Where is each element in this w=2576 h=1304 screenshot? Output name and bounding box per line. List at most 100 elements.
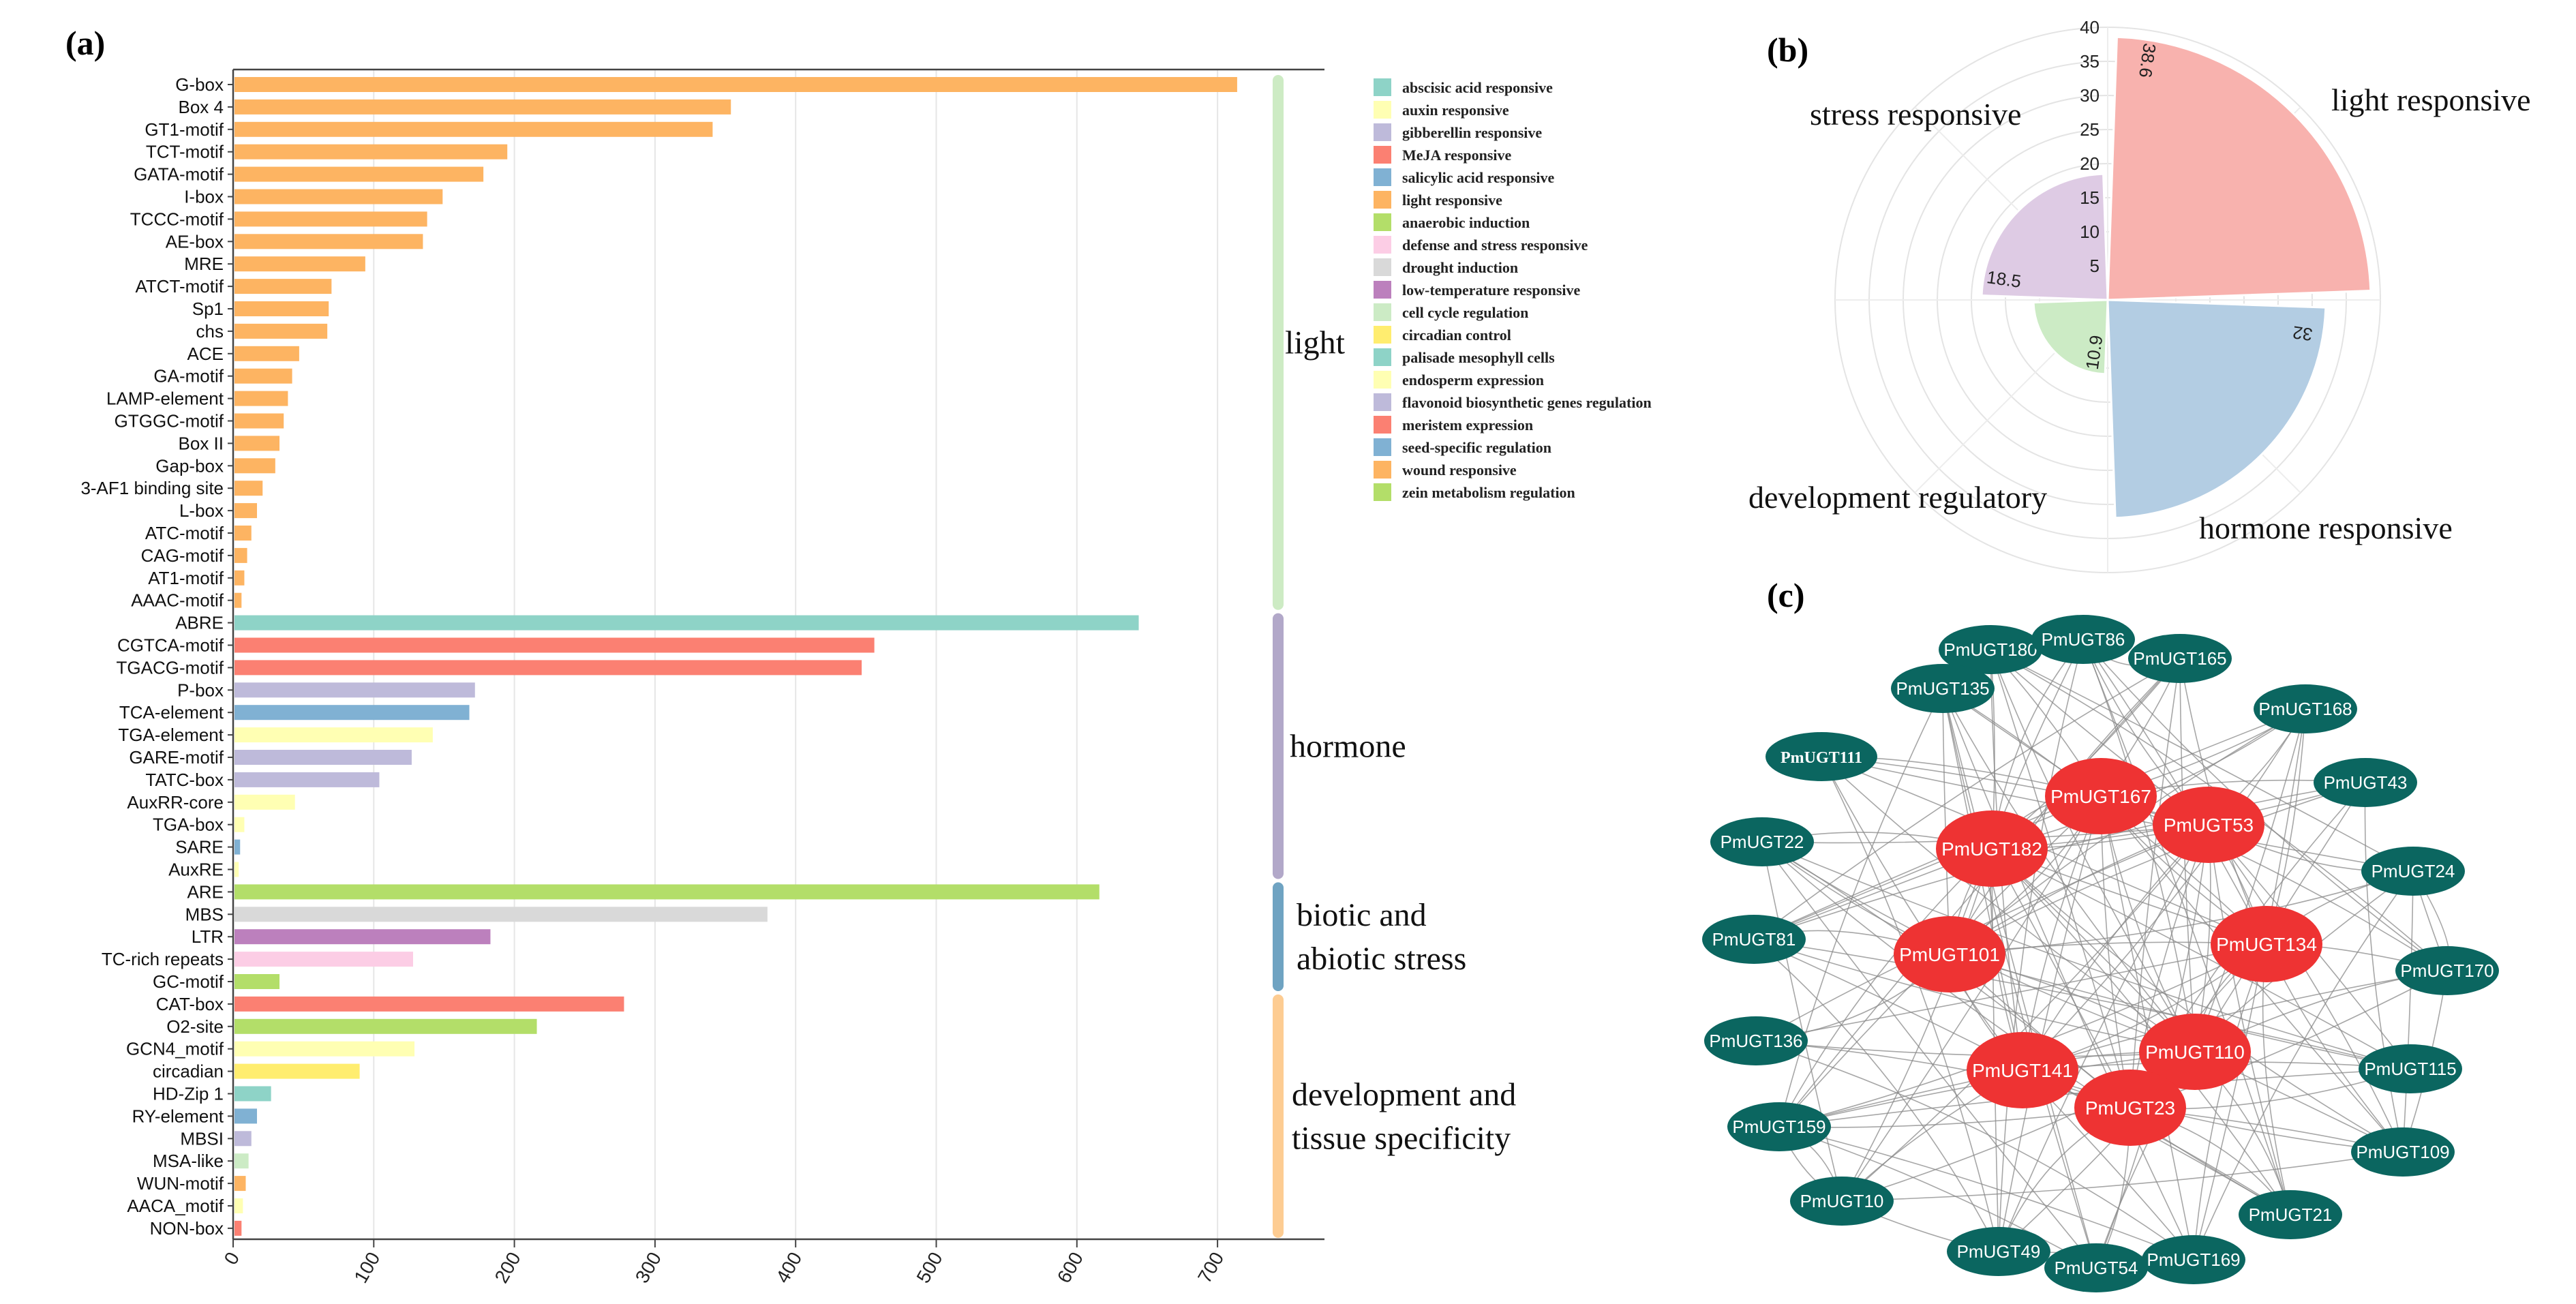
legend-swatch xyxy=(1374,168,1391,186)
polar-wedges xyxy=(1980,35,2372,519)
polar-category-label: development regulatory xyxy=(1748,480,2047,515)
network-node-core xyxy=(1894,916,2005,992)
network-edge xyxy=(1761,841,2411,1070)
category-label: GT1-motif xyxy=(145,119,224,140)
network-node-outer xyxy=(2361,847,2465,896)
category-label: Sp1 xyxy=(192,299,224,319)
category-label: MSA-like xyxy=(153,1151,224,1171)
polar-value-label: 32 xyxy=(2292,322,2314,345)
panel-label-c: (c) xyxy=(1767,576,1805,614)
category-label: GATA-motif xyxy=(134,164,224,185)
group-label: biotic and xyxy=(1297,897,1427,933)
network-edge xyxy=(2208,824,2404,1153)
bar xyxy=(234,346,299,361)
bar-tick-labels: 0 100 200 300 400 500 600 700 xyxy=(220,1249,1228,1287)
bar xyxy=(234,503,258,519)
bar xyxy=(234,547,247,563)
bar xyxy=(234,279,332,294)
network-node-outer xyxy=(1704,1016,1808,1065)
network-node-outer xyxy=(2031,615,2135,664)
category-label: MBS xyxy=(185,904,224,924)
x-tick-label: 500 xyxy=(912,1249,946,1287)
legend-label: circadian control xyxy=(1402,327,1511,344)
network-edge xyxy=(1821,756,1999,1252)
network-node-label: PmUGT110 xyxy=(2145,1042,2245,1063)
category-label: AuxRR-core xyxy=(127,792,224,813)
network-edge xyxy=(1991,848,2411,1070)
network-node-label: PmUGT167 xyxy=(2050,786,2151,807)
bar xyxy=(234,301,329,316)
network-edge xyxy=(2208,824,2291,1215)
network-edge xyxy=(1949,639,2084,955)
polar-rtick-label: 30 xyxy=(2080,85,2100,106)
bar xyxy=(234,1131,252,1147)
network-node-core xyxy=(2139,1014,2251,1090)
polar-rtick-label: 5 xyxy=(2090,256,2100,276)
category-label: G-box xyxy=(175,74,224,95)
category-label: P-box xyxy=(177,680,224,700)
legend-label: meristem expression xyxy=(1402,416,1533,434)
network-node-label: PmUGT134 xyxy=(2216,934,2317,955)
network-node-outer xyxy=(2395,946,2499,995)
network-node-label: PmUGT23 xyxy=(2085,1097,2175,1119)
network-edge xyxy=(1841,795,2102,1202)
bar xyxy=(234,862,239,877)
legend-swatch xyxy=(1374,371,1391,389)
category-label: LAMP-element xyxy=(106,389,224,409)
network-edge xyxy=(2022,708,2306,1071)
bar xyxy=(234,368,292,384)
category-label: L-box xyxy=(179,500,224,521)
bar xyxy=(234,256,365,272)
network-edge xyxy=(1821,756,2023,1071)
network-edge xyxy=(1949,782,2366,955)
network-edge xyxy=(1841,1151,2404,1202)
bar xyxy=(234,772,380,787)
category-label: NON-box xyxy=(150,1218,224,1239)
bar xyxy=(234,1018,537,1034)
bar xyxy=(234,570,245,586)
x-tick-label: 600 xyxy=(1053,1249,1087,1287)
network-edge xyxy=(1778,848,1992,1127)
network-node-outer xyxy=(1710,817,1814,866)
bar xyxy=(234,481,263,496)
bar xyxy=(234,121,713,137)
network-node-label: PmUGT53 xyxy=(2164,815,2254,836)
network-node-label: PmUGT135 xyxy=(1896,678,1989,699)
legend-label: abscisic acid responsive xyxy=(1402,79,1553,96)
category-label: TATC-box xyxy=(145,770,224,790)
network-edge xyxy=(1841,848,1992,1202)
legend-swatch xyxy=(1374,146,1391,164)
bar-marks xyxy=(234,77,1237,1236)
x-tick-label: 100 xyxy=(350,1249,384,1287)
bar xyxy=(234,144,508,160)
bar xyxy=(234,211,427,227)
network-node-core xyxy=(1967,1032,2078,1108)
bar xyxy=(234,413,284,429)
category-label: CAT-box xyxy=(156,994,224,1014)
network-edge xyxy=(1998,824,2209,1252)
network-node-outer xyxy=(2254,684,2357,733)
network-edge xyxy=(1755,943,2267,1042)
network-edge xyxy=(1991,848,2291,1215)
polar-category-label: light responsive xyxy=(2331,82,2531,117)
network-edge xyxy=(2082,639,2291,1215)
group-bar xyxy=(1273,994,1284,1238)
category-label: I-box xyxy=(184,187,224,207)
network-edge xyxy=(2082,639,2267,945)
category-label: TCT-motif xyxy=(146,142,224,162)
bar xyxy=(234,592,242,608)
network-edge xyxy=(1998,795,2102,1252)
bar xyxy=(234,952,414,967)
category-label: WUN-motif xyxy=(137,1173,224,1194)
group-label: hormone xyxy=(1290,729,1406,765)
group-label: abiotic stress xyxy=(1297,941,1466,977)
network-node-label: PmUGT111 xyxy=(1781,749,1862,767)
legend-swatch xyxy=(1374,348,1391,366)
network-node-label: PmUGT182 xyxy=(1941,838,2042,860)
legend-label: wound responsive xyxy=(1402,461,1517,479)
legend-label: zein metabolism regulation xyxy=(1402,484,1575,501)
network-edge xyxy=(1761,841,2097,1269)
polar-rtick-label: 35 xyxy=(2080,51,2100,72)
network: PmUGT180 PmUGT86 PmUGT165 PmUGT135 PmUGT168 P… xyxy=(1702,615,2499,1292)
network-node-label: PmUGT165 xyxy=(2133,648,2226,669)
